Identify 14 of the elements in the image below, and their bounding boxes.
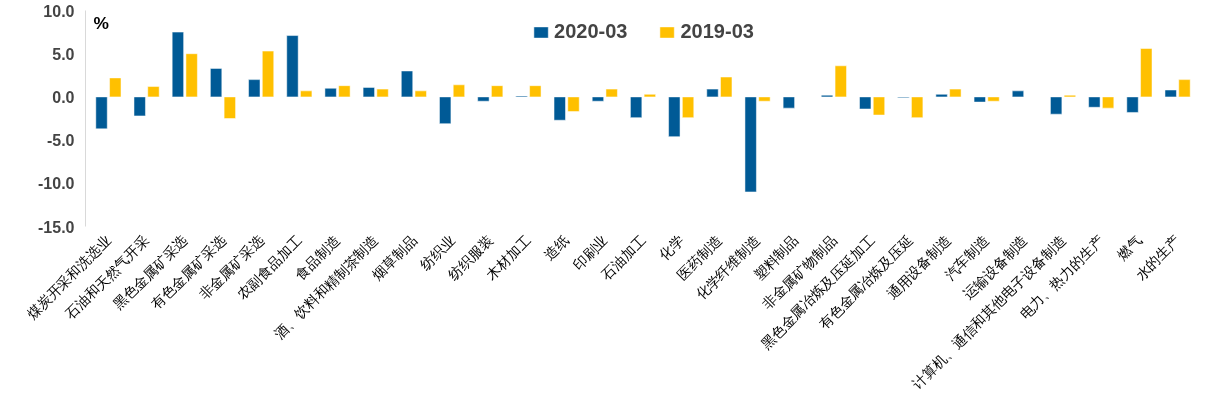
- bar: [782, 96, 795, 109]
- y-tick-label: 5.0: [52, 45, 75, 63]
- y-tick-label: -15.0: [38, 218, 75, 236]
- legend-label: 2020-03: [554, 20, 628, 43]
- y-tick-label: 10.0: [43, 2, 75, 20]
- x-tick-label: 造纸: [541, 231, 573, 263]
- legend-label: 2019-03: [680, 20, 754, 43]
- bar: [1012, 90, 1024, 98]
- x-tick-label: 化学: [655, 231, 687, 263]
- y-tick-label: -5.0: [46, 132, 75, 150]
- y-axis-title: %: [93, 12, 109, 33]
- x-tick-label: 燃气: [1113, 231, 1146, 263]
- y-tick-label: 0.0: [52, 88, 75, 106]
- y-tick-label: -10.0: [38, 175, 75, 193]
